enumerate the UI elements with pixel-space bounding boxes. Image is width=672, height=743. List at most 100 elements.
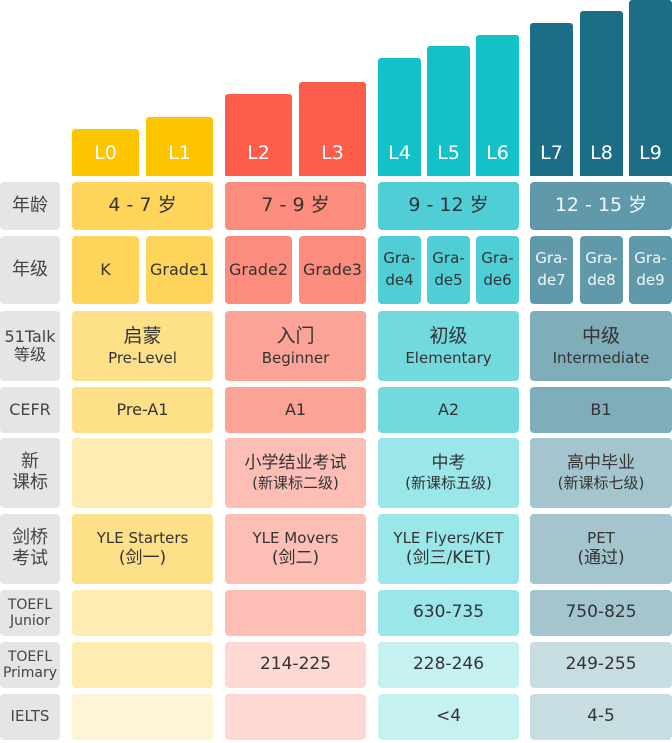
ielts-cell: <4 [378, 694, 519, 740]
cambridge-cell: YLE Starters (剑一) [72, 514, 213, 584]
level-label: L8 [590, 142, 613, 164]
cell-text: de6 [483, 271, 512, 289]
row-label-cambridge: 剑桥 考试 [0, 514, 60, 584]
level-label: L3 [321, 142, 344, 164]
row-label-text: TOEFL [7, 648, 53, 665]
cell-text: de5 [434, 271, 463, 289]
row-label-text: 剑桥 [12, 527, 48, 549]
level-bar-l9: L9 [629, 0, 672, 176]
talk-level-cell: 启蒙 Pre-Level [72, 311, 213, 381]
level-bar-l1: L1 [146, 117, 213, 176]
row-label-text: 年级 [12, 258, 48, 280]
cell-text: de8 [587, 271, 616, 289]
age-cell: 9 - 12 岁 [378, 182, 519, 230]
cell-text: 启蒙 [123, 324, 162, 347]
row-label-ielts: IELTS [0, 694, 60, 740]
talk-level-cell: 中级 Intermediate [530, 311, 672, 381]
row-label-text: 51Talk [4, 326, 56, 346]
level-bar-l6: L6 [476, 35, 519, 176]
cell-text: 9 - 12 岁 [408, 194, 489, 217]
cell-subtext: Intermediate [552, 348, 650, 367]
cell-text: Gra- [634, 249, 667, 268]
grade-cell: Grade2 [225, 236, 292, 304]
cell-text: YLE Starters [96, 529, 189, 547]
level-label: L1 [168, 142, 191, 164]
row-label-text: 考试 [12, 548, 48, 569]
cefr-cell: B1 [530, 387, 672, 433]
cell-subtext: (新课标七级) [557, 474, 645, 493]
grade-cell: Gra-de7 [530, 236, 573, 304]
cell-text: 4-5 [587, 706, 615, 727]
toefl-primary-cell: 228-246 [378, 642, 519, 688]
cell-subtext: (剑二) [271, 547, 320, 568]
ielts-cell: 4-5 [530, 694, 672, 740]
cell-text: A1 [284, 400, 307, 419]
cell-text: Gra- [383, 249, 416, 268]
cell-text: 4 - 7 岁 [108, 194, 177, 217]
cell-subtext: (通过) [577, 547, 625, 568]
level-label: L0 [94, 142, 117, 164]
row-label-text: 等级 [13, 345, 46, 364]
cell-text: Pre-A1 [116, 400, 169, 419]
cell-text: 中级 [581, 324, 620, 347]
cell-text: de4 [385, 271, 414, 289]
cell-text: 214-225 [259, 654, 332, 675]
row-label-text: 课标 [12, 472, 48, 493]
cell-subtext: (剑一) [118, 547, 167, 568]
row-label-text: IELTS [10, 707, 50, 726]
cell-text: 中考 [431, 453, 466, 473]
level-label: L4 [388, 142, 411, 164]
cell-text: K [100, 260, 111, 279]
cell-text: PET [587, 529, 615, 547]
row-label-text: Junior [9, 613, 51, 629]
cell-text: 228-246 [412, 654, 485, 675]
cambridge-cell: YLE Movers (剑二) [225, 514, 366, 584]
cell-text: 249-255 [565, 654, 637, 675]
toefl-primary-cell: 214-225 [225, 642, 366, 688]
cell-text: Grade2 [229, 260, 288, 279]
level-bar-l5: L5 [427, 46, 470, 176]
age-cell: 4 - 7 岁 [72, 182, 213, 230]
level-label: L9 [639, 142, 662, 164]
cambridge-cell: PET (通过) [530, 514, 672, 584]
cell-text: B1 [590, 400, 612, 419]
level-label: L5 [437, 142, 460, 164]
cell-text: Grade3 [303, 260, 362, 279]
cefr-cell: Pre-A1 [72, 387, 213, 433]
level-bar-l3: L3 [299, 82, 366, 176]
ielts-cell [225, 694, 366, 740]
level-label: L7 [540, 142, 563, 164]
cell-subtext: Elementary [405, 348, 492, 367]
grade-cell: Gra-de8 [580, 236, 623, 304]
level-label: L6 [486, 142, 509, 164]
grade-cell: Gra-de4 [378, 236, 421, 304]
cell-subtext: Beginner [261, 348, 330, 367]
cell-text: YLE Flyers/KET [393, 529, 504, 547]
toefl-primary-cell [72, 642, 213, 688]
cell-text: 小学结业考试 [244, 453, 347, 473]
row-label-text: TOEFL [7, 596, 53, 613]
cell-text: 初级 [429, 324, 468, 347]
grade-cell: Grade3 [299, 236, 366, 304]
grade-cell: Gra-de6 [476, 236, 519, 304]
level-bar-l8: L8 [580, 11, 623, 176]
grade-cell: Gra-de9 [629, 236, 672, 304]
toefl-junior-cell [225, 590, 366, 636]
row-label-text: 新 [21, 451, 39, 473]
cefr-cell: A1 [225, 387, 366, 433]
cambridge-cell: YLE Flyers/KET (剑三/KET) [378, 514, 519, 584]
cell-text: de7 [537, 271, 566, 289]
grade-cell: Grade1 [146, 236, 213, 304]
row-label-51talk: 51Talk 等级 [0, 311, 60, 381]
cell-text: YLE Movers [252, 529, 339, 547]
curriculum-cell [72, 438, 213, 508]
cell-text: de9 [636, 271, 665, 289]
cell-text: 630-735 [412, 602, 485, 623]
curriculum-cell: 高中毕业 (新课标七级) [530, 438, 672, 508]
curriculum-cell: 小学结业考试 (新课标二级) [225, 438, 366, 508]
cell-subtext: (剑三/KET) [405, 547, 492, 568]
cell-text: 入门 [276, 324, 315, 347]
age-cell: 7 - 9 岁 [225, 182, 366, 230]
cell-text: 高中毕业 [567, 453, 635, 473]
toefl-junior-cell [72, 590, 213, 636]
